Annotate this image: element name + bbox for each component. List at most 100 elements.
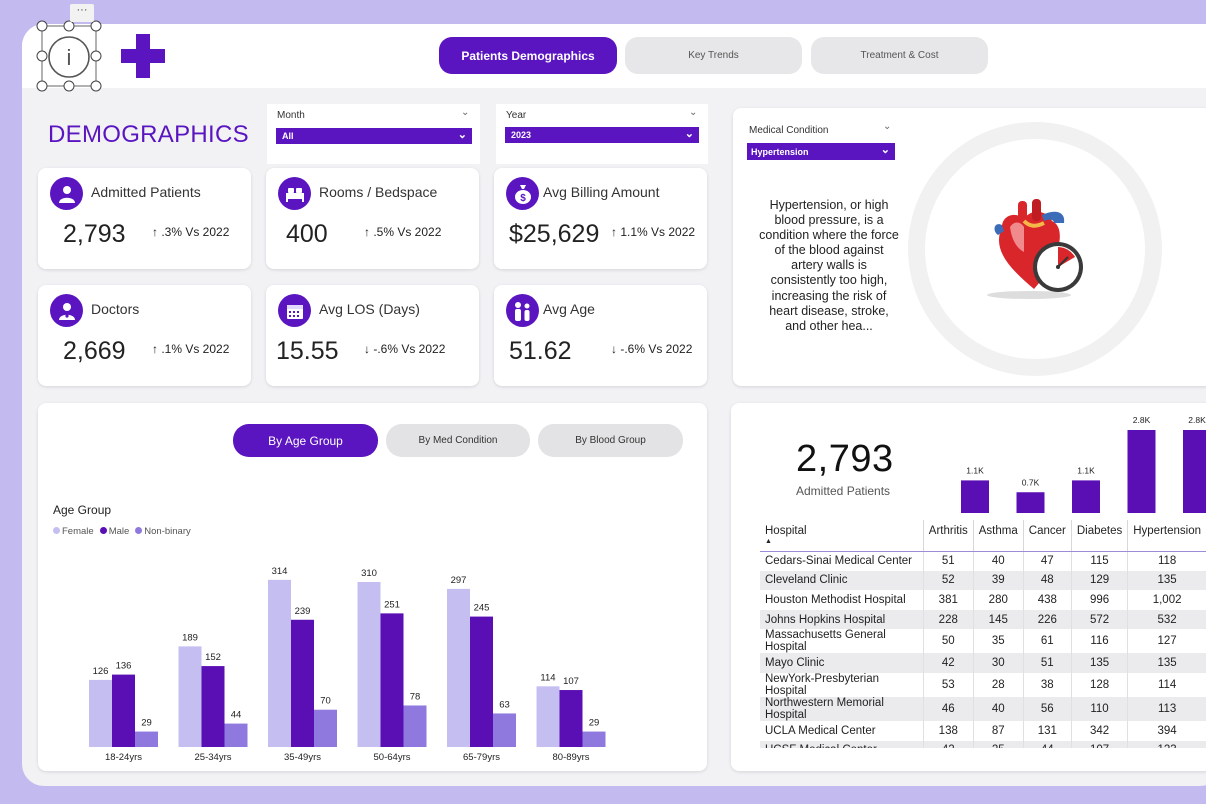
bar-Arthritis[interactable] — [961, 480, 989, 513]
hospital-table-wrap: Hospital ▲ Arthritis Asthma Cancer Diabetes Hy… — [760, 520, 1206, 748]
table-cell: 118 — [1127, 551, 1206, 571]
medical-condition-label: Medical Condition — [749, 125, 829, 136]
bar-male-25-34yrs[interactable] — [201, 666, 225, 747]
x-tick-label: 65-79yrs — [463, 752, 500, 763]
column-header[interactable]: Asthma — [972, 520, 1024, 552]
table-cell: Cleveland Clinic — [760, 570, 924, 591]
table-row[interactable]: Houston Methodist Hospital 381 280 438 996 1,… — [760, 590, 1206, 610]
chevron-down-icon[interactable]: ⌄ — [689, 107, 698, 118]
bar-non-binary-25-34yrs[interactable] — [224, 723, 248, 747]
bar-male-35-49yrs[interactable] — [291, 619, 314, 747]
table-cell: 342 — [1070, 720, 1128, 741]
bar-value-label: 107 — [563, 676, 579, 687]
money-bag-icon: $ — [506, 177, 539, 210]
legend-item[interactable]: Non-binary — [135, 526, 191, 537]
table-cell: 394 — [1127, 720, 1206, 741]
table-row[interactable]: UCSF Medical Center422544107123 — [760, 740, 1206, 748]
month-filter[interactable]: Month ⌄ All ⌄ — [267, 104, 480, 164]
table-cell: 280 — [972, 590, 1024, 610]
info-icon: i — [36, 20, 102, 92]
column-header[interactable]: Arthritis — [922, 520, 974, 552]
bar-male-50-64yrs[interactable] — [380, 613, 404, 747]
column-header[interactable]: Hypertension — [1127, 520, 1206, 552]
table-row[interactable]: NewYork-Presbyterian Hospital 53 28 38 128 11… — [760, 672, 1206, 697]
table-row[interactable]: Northwestern Memorial Hospital 46 40 56 110 1… — [760, 696, 1206, 721]
dropdown-chevron-icon: ⌄ — [457, 129, 467, 141]
bar-value-label: 126 — [93, 666, 109, 677]
sort-ascending-icon: ▲ — [765, 538, 772, 545]
year-filter-select[interactable]: 2023 ⌄ — [505, 127, 699, 143]
table-cell: 135 — [1127, 570, 1206, 591]
table-row[interactable]: Mayo Clinic 42 30 51 135 135 — [760, 653, 1206, 673]
heart-image-ring — [908, 122, 1162, 376]
kpi-value: $25,629 — [509, 220, 600, 248]
bar-non-binary-65-79yrs[interactable] — [493, 713, 516, 747]
kpi-label: Rooms / Bedspace — [319, 184, 438, 200]
bar-Diabetes[interactable] — [1127, 430, 1156, 513]
bar-male-80-89yrs[interactable] — [559, 690, 583, 747]
bar-Asthma[interactable] — [1016, 492, 1045, 513]
bar-Cancer[interactable] — [1072, 480, 1100, 513]
bar-male-65-79yrs[interactable] — [470, 616, 493, 747]
info-button[interactable]: i ··· — [36, 4, 102, 92]
kpi-doctors: Doctors 2,669 ↑ .1% Vs 2022 — [38, 285, 251, 386]
tab-by-med-condition[interactable]: By Med Condition — [386, 424, 530, 457]
tab-key-trends[interactable]: Key Trends — [625, 37, 802, 74]
column-header-hospital[interactable]: Hospital ▲ — [760, 520, 924, 552]
legend-item[interactable]: Male — [99, 526, 129, 537]
table-row[interactable]: Johns Hopkins Hospital 228 145 226 572 532 — [760, 609, 1206, 630]
tab-by-age-group[interactable]: By Age Group — [233, 424, 378, 457]
medical-condition-value: Hypertension — [751, 147, 809, 157]
table-row[interactable]: Cedars-Sinai Medical Center 51 40 47 115 118 — [760, 551, 1206, 571]
bar-value-label: 314 — [272, 566, 288, 577]
table-cell: 50 — [922, 629, 974, 654]
bar-female-35-49yrs[interactable] — [268, 579, 291, 747]
x-tick-label: 50-64yrs — [374, 752, 411, 763]
bar-non-binary-50-64yrs[interactable] — [403, 705, 427, 747]
table-cell: 47 — [1022, 551, 1072, 571]
table-row[interactable]: UCLA Medical Center 138 87 131 342 394 — [760, 720, 1206, 741]
table-cell: 30 — [972, 653, 1024, 673]
legend-item[interactable]: Female — [53, 526, 94, 537]
bar-female-65-79yrs[interactable] — [447, 588, 470, 747]
column-header[interactable]: Cancer — [1022, 520, 1072, 552]
legend-dot — [99, 527, 107, 534]
tab-treatment-cost[interactable]: Treatment & Cost — [811, 37, 988, 74]
table-cell: Johns Hopkins Hospital — [760, 609, 924, 630]
tab-by-blood-group[interactable]: By Blood Group — [538, 424, 683, 457]
column-header[interactable]: Diabetes — [1070, 520, 1128, 552]
table-cell: 87 — [972, 720, 1024, 741]
table-row[interactable]: Cleveland Clinic 52 39 48 129 135 — [760, 570, 1206, 591]
bar-Hypertension[interactable] — [1183, 430, 1206, 513]
bar-non-binary-18-24yrs[interactable] — [135, 731, 158, 747]
month-filter-select[interactable]: All ⌄ — [276, 128, 472, 144]
summary-label: Admitted Patients — [796, 484, 891, 498]
bar-male-18-24yrs[interactable] — [112, 674, 135, 747]
chevron-down-icon[interactable]: ⌄ — [461, 107, 470, 118]
bar-female-50-64yrs[interactable] — [357, 581, 381, 747]
tab-patients-demographics[interactable]: Patients Demographics — [439, 37, 617, 74]
bar-non-binary-80-89yrs[interactable] — [582, 731, 606, 747]
table-cell: 35 — [972, 629, 1024, 654]
x-tick-label: 25-34yrs — [195, 752, 232, 763]
table-cell: 39 — [972, 570, 1024, 591]
table-cell: 28 — [972, 672, 1024, 697]
chevron-down-icon[interactable]: ⌄ — [883, 121, 892, 132]
table-cell: 135 — [1070, 653, 1128, 673]
table-cell: 110 — [1070, 696, 1128, 721]
bar-value-label: 70 — [320, 696, 331, 707]
bar-female-80-89yrs[interactable] — [536, 686, 560, 747]
x-tick-label: 18-24yrs — [105, 752, 142, 763]
age-group-chart: 126 136 29 18-24yrs 189 152 44 25-34yrs 314 239 70… — [89, 566, 606, 763]
patient-icon — [50, 177, 83, 210]
more-options-icon[interactable]: ··· — [70, 4, 94, 22]
bar-value-label: 0.7K — [1022, 477, 1040, 487]
year-filter[interactable]: Year ⌄ 2023 ⌄ — [496, 104, 708, 164]
bar-non-binary-35-49yrs[interactable] — [314, 709, 337, 747]
table-cell: 107 — [1070, 740, 1128, 748]
bar-female-18-24yrs[interactable] — [89, 679, 112, 747]
bar-value-label: 152 — [205, 652, 221, 663]
medical-condition-select[interactable]: Hypertension ⌄ — [747, 143, 895, 160]
table-row[interactable]: Massachusetts General Hospital 50 35 61 116 1… — [760, 629, 1206, 654]
bar-female-25-34yrs[interactable] — [178, 646, 202, 747]
